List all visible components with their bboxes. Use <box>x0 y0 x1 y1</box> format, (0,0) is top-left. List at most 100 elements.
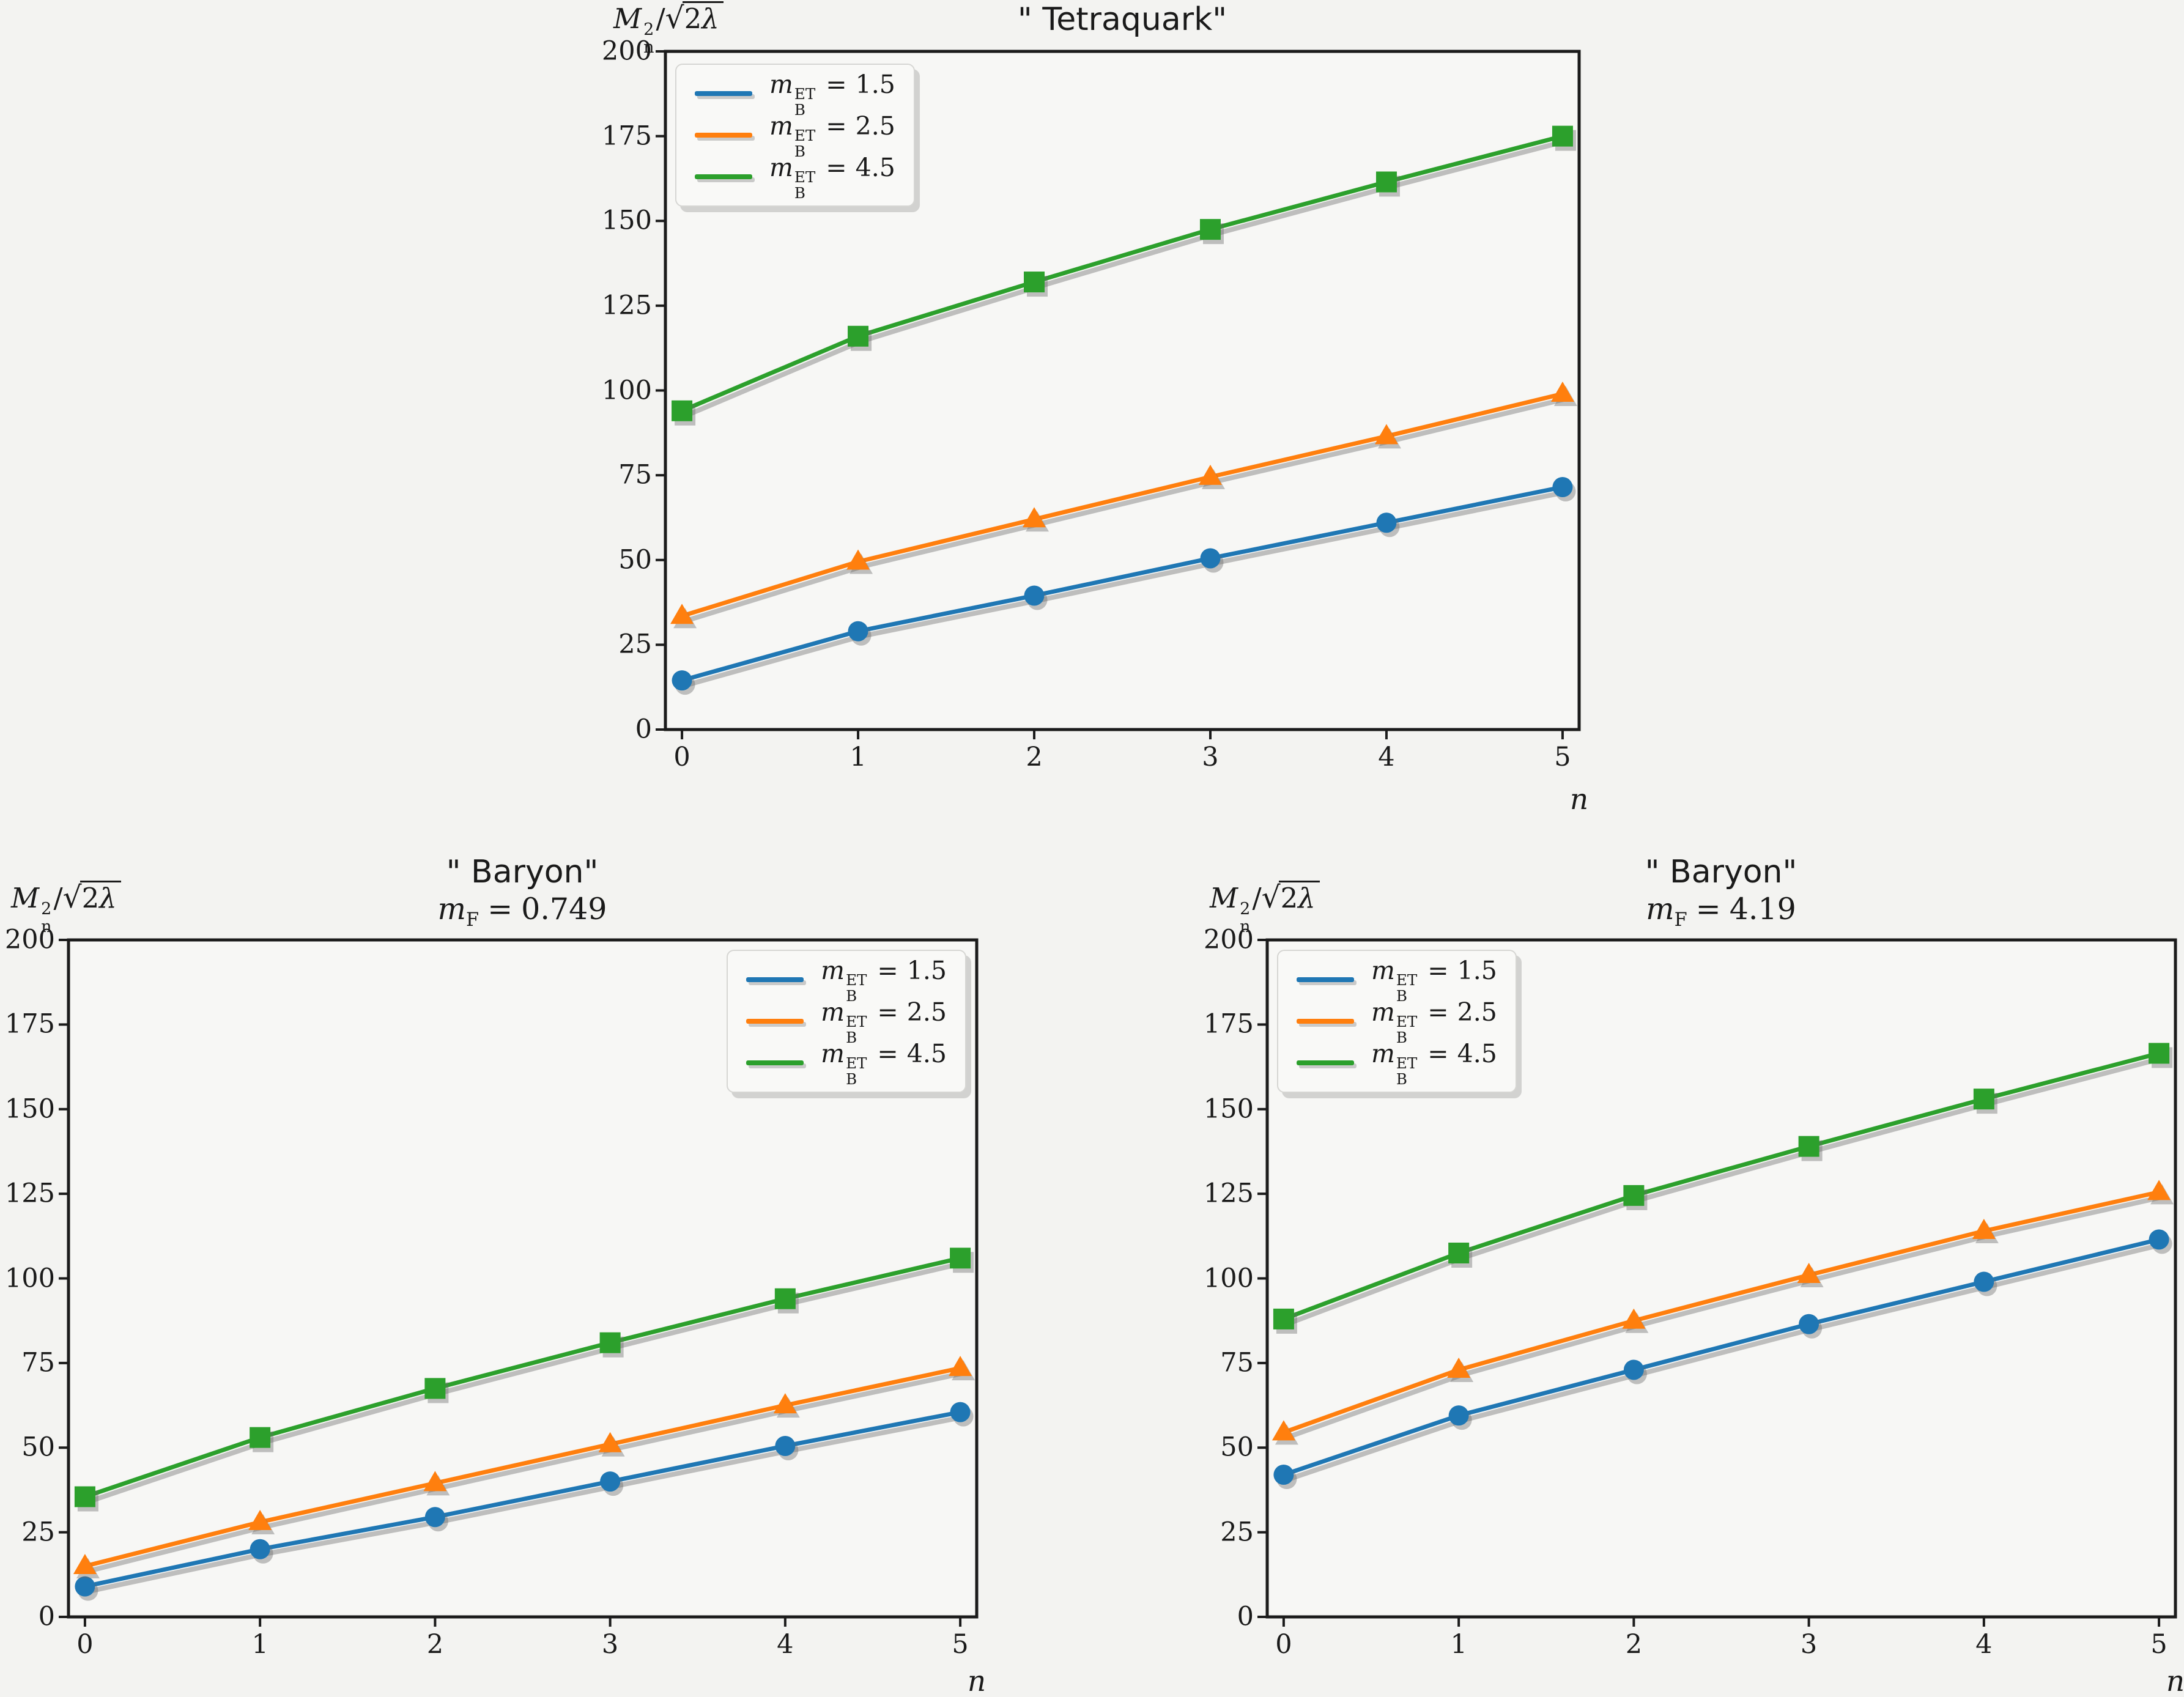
y-axis-label: M 2 n/√2λ <box>1210 881 1320 936</box>
circle-marker <box>950 1402 971 1422</box>
y-tick-label: 25 <box>21 1517 55 1548</box>
legend-line-swatch <box>746 1060 804 1065</box>
y-tick-label: 125 <box>601 290 652 321</box>
chart-title: " Baryon" <box>1645 854 1797 890</box>
legend-line-swatch <box>1297 977 1354 982</box>
y-tick-label: 125 <box>1203 1178 1254 1209</box>
square-marker <box>424 1378 446 1399</box>
legend-label: m ET B = 4.5 <box>821 1038 947 1088</box>
sqrt-icon: √ <box>62 881 82 915</box>
triangle-marker <box>1622 1308 1646 1329</box>
x-tick-label: 4 <box>1975 1629 1993 1660</box>
triangle-marker <box>1550 382 1574 402</box>
square-marker <box>74 1486 95 1507</box>
triangle-marker <box>73 1553 97 1574</box>
legend-entry: m ET B = 2.5 <box>1297 997 1497 1045</box>
triangle-marker <box>248 1510 272 1531</box>
square-marker <box>2149 1043 2170 1064</box>
series-line-shadow <box>683 396 1569 624</box>
y-tick-label: 25 <box>618 629 652 660</box>
triangle-marker <box>1447 1357 1471 1378</box>
x-tick-label: 1 <box>251 1629 268 1660</box>
subtitle-symbol: m <box>437 892 467 927</box>
radicand-coef: 2 <box>81 882 100 914</box>
legend-label: m ET B = 2.5 <box>1371 997 1497 1046</box>
y-tick-label: 0 <box>635 714 652 745</box>
square-marker <box>250 1427 271 1448</box>
y-axis-label: M 2 n/√2λ <box>11 881 121 936</box>
legend-entry: m ET B = 1.5 <box>1297 956 1497 1004</box>
series-line <box>83 1410 963 1589</box>
chart-title-block-tetraquark: " Tetraquark" <box>1018 2 1227 37</box>
legend-label: m ET B = 2.5 <box>769 111 895 160</box>
legend-line-swatch <box>1297 1060 1354 1065</box>
circle-marker <box>1448 1405 1469 1426</box>
subtitle-value: 0.749 <box>521 892 607 927</box>
y-tick-label: 0 <box>38 1601 55 1632</box>
y-tick-label: 100 <box>1203 1263 1254 1293</box>
series-line <box>679 391 1565 618</box>
legend-entry: m ET B = 4.5 <box>1297 1039 1497 1087</box>
ylabel-symbol: M <box>11 882 40 914</box>
legend-line-swatch <box>746 1019 804 1024</box>
square-marker <box>1448 1242 1470 1263</box>
ylabel-slash: / <box>1252 882 1262 914</box>
legend-line-swatch <box>746 977 804 982</box>
y-axis-label: M 2 n/√2λ <box>613 1 724 56</box>
series-line <box>679 134 1565 413</box>
chart-subtitle: mF = 4.19 <box>1645 892 1797 931</box>
series-line-shadow <box>86 1260 967 1504</box>
legend-label: m ET B = 2.5 <box>821 997 947 1046</box>
square-marker <box>1798 1136 1819 1157</box>
ylabel-slash: / <box>656 2 665 35</box>
triangle-marker <box>773 1393 797 1414</box>
triangle-marker <box>1023 507 1046 528</box>
radicand-symbol: λ <box>701 2 719 35</box>
radicand-symbol: λ <box>99 882 117 914</box>
legend-label: m ET B = 1.5 <box>821 955 947 1005</box>
equals-sign: = <box>487 892 513 927</box>
x-tick-label: 5 <box>1554 742 1571 772</box>
y-tick-label: 50 <box>1220 1432 1254 1463</box>
legend-entry: m ET B = 1.5 <box>695 70 895 117</box>
ylabel-radicand: 2λ <box>682 1 724 35</box>
legend: m ET B = 1.5 m ET B = 2.5 m ET B = 4.5 <box>727 950 966 1093</box>
subtitle-sub: F <box>1674 909 1687 931</box>
legend-line-swatch <box>695 174 752 179</box>
x-tick-label: 0 <box>673 742 690 772</box>
y-tick-label: 175 <box>4 1008 55 1040</box>
circle-marker <box>250 1539 270 1559</box>
y-tick-label: 200 <box>601 35 652 67</box>
y-tick-label: 100 <box>4 1263 55 1293</box>
series-line-shadow <box>1284 1056 2166 1326</box>
square-marker <box>1623 1185 1645 1206</box>
square-marker <box>1552 125 1573 147</box>
y-tick-label: 75 <box>618 459 652 490</box>
x-tick-label: 5 <box>2150 1629 2167 1660</box>
y-tick-label: 50 <box>21 1432 55 1463</box>
triangle-marker <box>1972 1219 1996 1240</box>
legend-entry: m ET B = 4.5 <box>695 153 895 201</box>
ylabel-radicand: 2λ <box>80 881 121 915</box>
legend-line-swatch <box>695 91 752 96</box>
legend-entry: m ET B = 1.5 <box>746 956 947 1004</box>
ylabel-sub: n <box>643 37 654 57</box>
circle-marker <box>2149 1229 2169 1250</box>
ylabel-sup: 2 <box>1240 900 1251 919</box>
y-tick-label: 175 <box>601 120 652 152</box>
triangle-marker <box>423 1471 447 1492</box>
ylabel-slash: / <box>53 882 63 914</box>
series-line <box>1281 1189 2161 1435</box>
circle-marker <box>75 1576 95 1597</box>
circle-marker <box>1273 1465 1294 1485</box>
x-axis-label: n <box>2166 1665 2184 1697</box>
series-line <box>1281 1237 2161 1477</box>
circle-marker <box>775 1435 796 1456</box>
series-line-shadow <box>1284 1194 2166 1440</box>
circle-marker <box>848 621 868 641</box>
circle-marker <box>424 1507 445 1528</box>
x-tick-label: 3 <box>1202 742 1219 772</box>
